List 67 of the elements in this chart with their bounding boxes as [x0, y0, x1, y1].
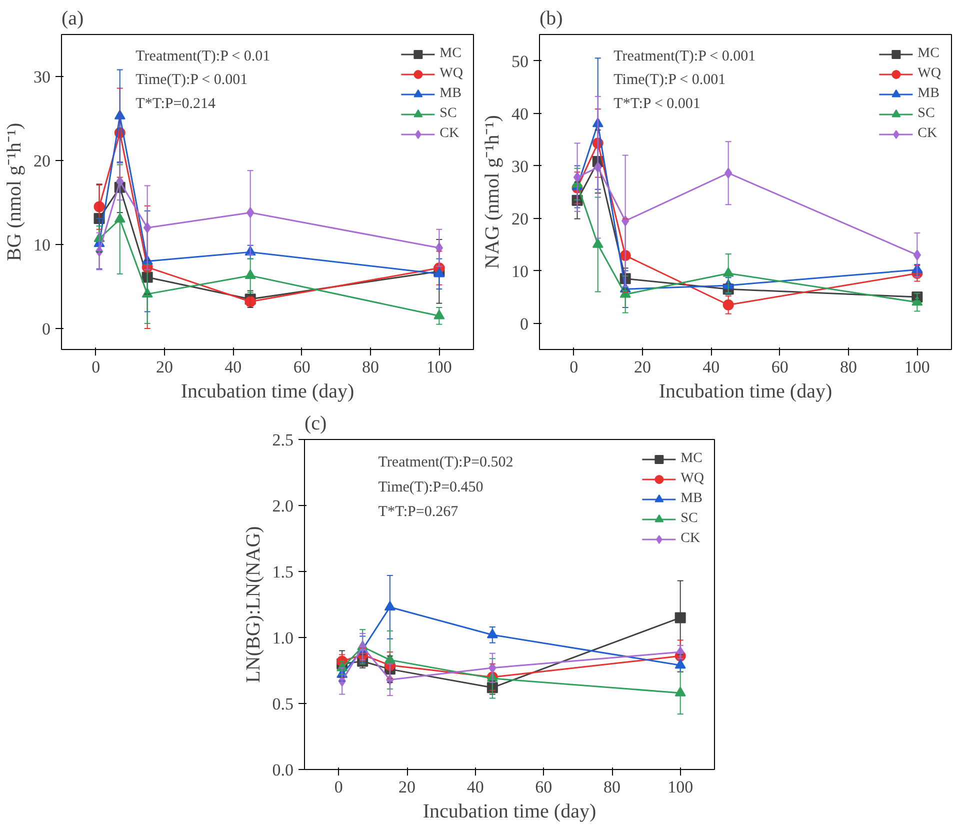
chart-title: (c)	[304, 412, 327, 434]
y-tick-label: 40	[512, 104, 528, 124]
x-axis-title: Incubation time (day)	[422, 800, 596, 822]
y-tick-label: 30	[34, 68, 50, 86]
x-tick-label: 0	[570, 358, 578, 376]
x-tick-label: 100	[426, 358, 452, 376]
x-tick-label: 80	[604, 778, 620, 796]
legend-label: WQ	[680, 471, 704, 487]
legend-label: CK	[918, 126, 938, 142]
annotation: Time(T):P < 0.001	[136, 72, 248, 88]
annotation: T*T:P=0.214	[136, 96, 216, 112]
x-tick-label: 60	[535, 778, 552, 796]
y-tick-label: 30	[512, 156, 528, 176]
x-tick-label: 40	[702, 358, 720, 376]
annotation: Treatment(T):P < 0.01	[136, 48, 270, 65]
legend-label: MC	[918, 46, 940, 62]
legend-label: MB	[440, 86, 462, 102]
x-tick-label: 100	[904, 358, 930, 376]
legend-label: MB	[918, 86, 940, 102]
y-tick-label: 10	[512, 262, 528, 281]
x-tick-label: 60	[771, 358, 788, 376]
x-tick-label: 40	[224, 358, 242, 376]
y-tick-label: 20	[512, 209, 528, 228]
x-tick-label: 20	[156, 358, 173, 376]
y-tick-label: 2.5	[272, 430, 294, 450]
y-tick-label: 0.5	[272, 694, 294, 714]
annotation: T*T:P=0.267	[378, 504, 459, 520]
x-tick-label: 20	[398, 778, 416, 796]
y-tick-label: 0	[42, 320, 50, 338]
x-axis-title: Incubation time (day)	[180, 380, 354, 402]
chart-title: (a)	[62, 8, 84, 30]
legend-label: MB	[680, 491, 702, 507]
x-tick-label: 0	[334, 778, 343, 796]
legend-label: MC	[440, 46, 462, 62]
x-tick-label: 20	[634, 358, 651, 376]
y-axis-title: NAG (nmol g⁻¹h⁻¹)	[482, 115, 504, 269]
legend-label: CK	[440, 126, 460, 142]
legend-label: SC	[680, 511, 699, 527]
y-tick-label: 50	[512, 52, 528, 71]
y-tick-label: 0	[520, 314, 528, 334]
legend-label: WQ	[918, 66, 941, 82]
annotation: Time(T):P < 0.001	[614, 72, 726, 88]
x-tick-label: 100	[668, 778, 694, 796]
annotation: Treatment(T):P < 0.001	[614, 48, 756, 65]
x-tick-label: 60	[293, 358, 310, 376]
legend-label: SC	[918, 106, 936, 122]
legend-label: CK	[680, 531, 701, 547]
x-tick-label: 80	[362, 358, 379, 376]
annotation: T*T:P < 0.001	[614, 96, 700, 112]
annotation: Time(T):P=0.450	[378, 479, 484, 496]
chart-title: (b)	[540, 8, 563, 30]
legend-label: SC	[440, 106, 458, 122]
x-tick-label: 40	[466, 778, 484, 796]
y-tick-label: 1.0	[272, 628, 294, 648]
y-axis-title: LN(BG):LN(NAG)	[242, 526, 264, 683]
x-tick-label: 80	[840, 358, 857, 376]
y-tick-label: 1.5	[272, 562, 294, 582]
y-tick-label: 0.0	[272, 760, 294, 780]
legend-label: MC	[680, 451, 702, 467]
y-tick-label: 20	[34, 152, 50, 170]
legend-label: WQ	[440, 66, 463, 82]
x-tick-label: 0	[92, 358, 100, 376]
annotation: Treatment(T):P=0.502	[378, 454, 514, 471]
y-axis-title: BG (nmol g⁻¹h⁻¹)	[4, 122, 26, 262]
x-axis-title: Incubation time (day)	[658, 380, 832, 402]
y-tick-label: 10	[34, 236, 50, 254]
y-tick-label: 2.0	[272, 496, 294, 516]
